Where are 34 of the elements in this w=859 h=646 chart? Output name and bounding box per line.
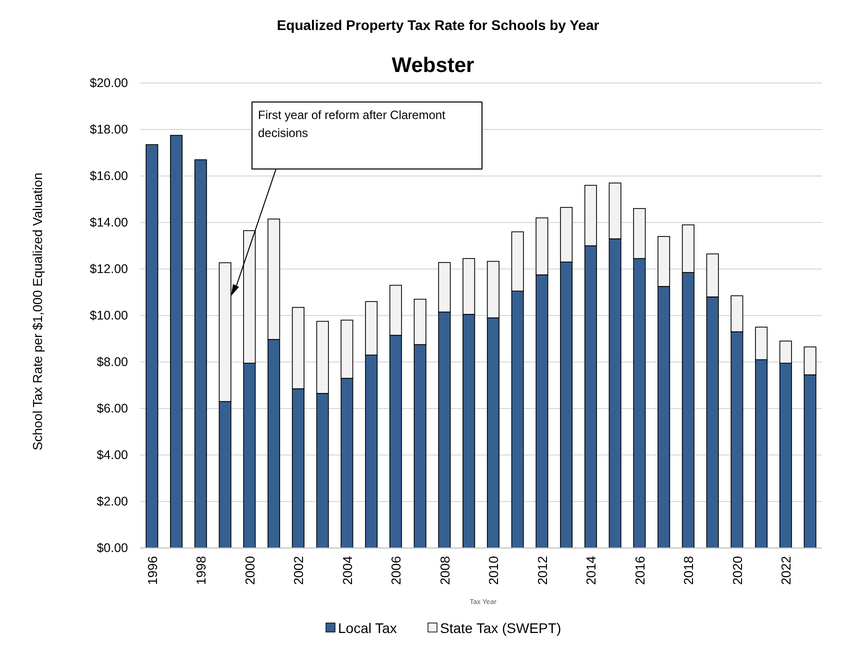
y-tick-label: $18.00 xyxy=(90,122,128,136)
x-tick-label: 1996 xyxy=(144,556,160,585)
x-tick-label: 2008 xyxy=(437,556,452,585)
bar xyxy=(194,159,207,548)
x-tick-label: 2004 xyxy=(340,556,355,585)
y-tick-label: $14.00 xyxy=(90,216,128,230)
y-tick-label: $0.00 xyxy=(96,541,128,555)
y-tick-label: $10.00 xyxy=(90,308,128,322)
y-axis-title: School Tax Rate per $1,000 Equalized Valuation xyxy=(30,172,45,450)
x-tick-label: 2012 xyxy=(534,556,550,585)
x-tick-label: 2020 xyxy=(730,556,745,585)
legend-label: State Tax (SWEPT) xyxy=(440,620,562,636)
chart-title: Equalized Property Tax Rate for Schools by Year xyxy=(276,17,600,33)
y-tick-label: $16.00 xyxy=(90,169,128,183)
x-tick-label: 2010 xyxy=(486,556,502,585)
annotation: First year of reform after Claremont decisions xyxy=(258,108,446,140)
y-tick-label: $4.00 xyxy=(96,448,128,462)
x-tick-label: 2014 xyxy=(584,556,599,585)
x-tick-label: 2022 xyxy=(778,556,794,585)
x-tick-label: 2016 xyxy=(632,556,648,585)
x-tick-label: 2006 xyxy=(388,556,404,585)
y-tick-label: $12.00 xyxy=(90,262,128,276)
bar xyxy=(146,144,158,548)
y-tick-label: $20.00 xyxy=(90,76,128,90)
chart-subtitle: Webster xyxy=(392,54,474,77)
x-tick-label: 2000 xyxy=(242,556,258,585)
x-tick-label: 1998 xyxy=(194,556,209,585)
legend-label: Local Tax xyxy=(338,620,397,636)
x-tick-label: 2018 xyxy=(681,556,696,585)
y-tick-label: $6.00 xyxy=(96,402,128,416)
y-tick-label: $8.00 xyxy=(96,355,128,369)
bar xyxy=(170,134,183,548)
y-tick-label: $2.00 xyxy=(96,494,128,508)
x-tick-label: 2002 xyxy=(291,556,306,585)
